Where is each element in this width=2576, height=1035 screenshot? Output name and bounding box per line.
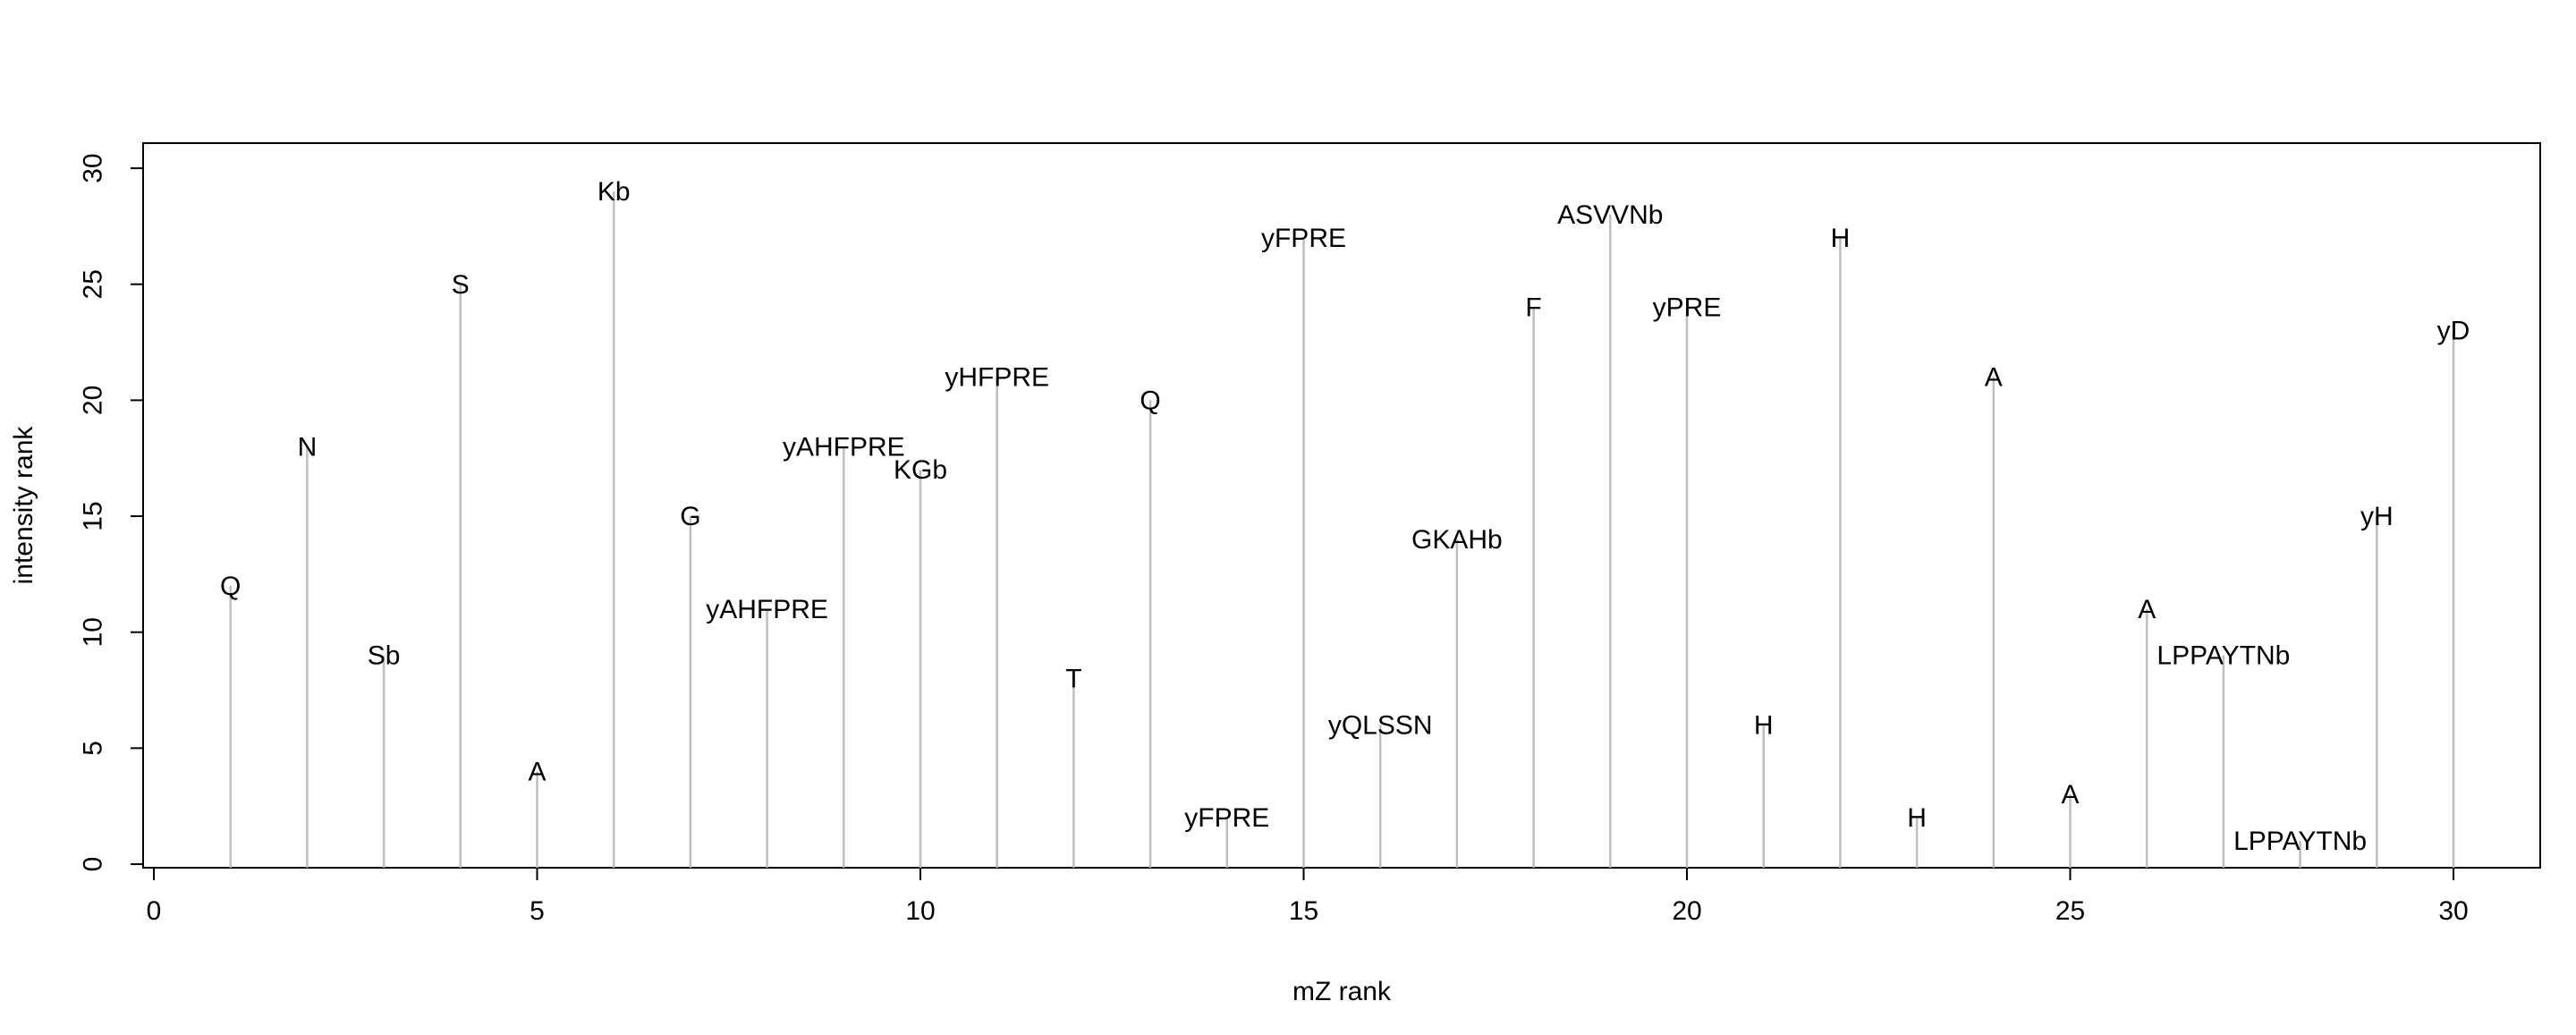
x-tick-label: 10 xyxy=(905,896,935,926)
stem-label: yAHFPRE xyxy=(706,595,828,624)
stem-label: Q xyxy=(220,572,241,601)
stem-label: H xyxy=(1831,224,1851,253)
stem-label: GKAHb xyxy=(1411,525,1503,555)
stem-label: ASVVNb xyxy=(1557,200,1663,230)
stem-label: H xyxy=(1754,710,1774,740)
stem-label: A xyxy=(2061,780,2079,810)
stem-label: yHFPRE xyxy=(945,362,1049,392)
y-tick-label: 25 xyxy=(79,269,108,299)
x-tick-label: 0 xyxy=(147,896,162,926)
x-axis-title: mZ rank xyxy=(1292,977,1392,1006)
stem-label: H xyxy=(1907,803,1927,833)
stem-label: yH xyxy=(2360,502,2394,531)
stem-label: A xyxy=(528,757,546,786)
stem-labels-group: QNSbSAKbGyAHFPREyAHFPREKGbyHFPRETQyFPREy… xyxy=(220,177,2470,856)
stem-label: yQLSSN xyxy=(1328,710,1433,740)
x-tick-label: 5 xyxy=(530,896,545,926)
stem-label: A xyxy=(1985,362,2003,392)
y-axis: 0 5 10 15 20 25 30 xyxy=(79,153,144,871)
stem-label: Kb xyxy=(597,177,631,207)
stem-label: yFPRE xyxy=(1261,224,1346,253)
x-tick-label: 30 xyxy=(2438,896,2468,926)
y-tick-label: 15 xyxy=(79,501,108,530)
y-tick-label: 10 xyxy=(79,617,108,647)
y-axis-title: intensity rank xyxy=(9,426,38,585)
stem-label: yAHFPRE xyxy=(783,432,905,462)
stem-label: F xyxy=(1525,293,1541,323)
y-tick-label: 0 xyxy=(79,857,108,872)
stem-label: LPPAYTNb xyxy=(2157,641,2290,671)
stem-label: N xyxy=(298,432,318,462)
y-tick-label: 5 xyxy=(79,741,108,756)
stem-label: KGb xyxy=(894,455,947,485)
stem-label: yFPRE xyxy=(1184,803,1269,833)
stem-label: S xyxy=(452,270,470,300)
stems-group xyxy=(229,191,2455,868)
stem-label: yPRE xyxy=(1653,293,1722,323)
x-tick-label: 15 xyxy=(1289,896,1318,926)
x-axis: 0 5 10 15 20 25 30 xyxy=(147,867,2469,926)
stem-label: T xyxy=(1065,665,1081,694)
stem-label: yD xyxy=(2437,317,2470,346)
stem-label: Sb xyxy=(368,641,401,671)
x-tick-label: 20 xyxy=(1672,896,1701,926)
y-tick-label: 30 xyxy=(79,153,108,182)
stem-label: G xyxy=(680,502,700,531)
x-tick-label: 25 xyxy=(2055,896,2085,926)
stem-label: LPPAYTNb xyxy=(2233,827,2367,856)
stem-label: A xyxy=(2138,595,2156,624)
stem-label: Q xyxy=(1140,386,1160,415)
y-tick-label: 20 xyxy=(79,386,108,415)
